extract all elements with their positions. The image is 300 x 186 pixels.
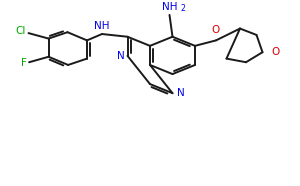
Text: NH: NH (162, 2, 177, 12)
Text: Cl: Cl (16, 26, 26, 36)
Text: NH: NH (94, 21, 110, 31)
Text: N: N (117, 51, 125, 61)
Text: 2: 2 (180, 4, 185, 12)
Text: O: O (272, 47, 280, 57)
Text: F: F (21, 58, 27, 68)
Text: O: O (212, 25, 220, 35)
Text: N: N (177, 88, 185, 98)
